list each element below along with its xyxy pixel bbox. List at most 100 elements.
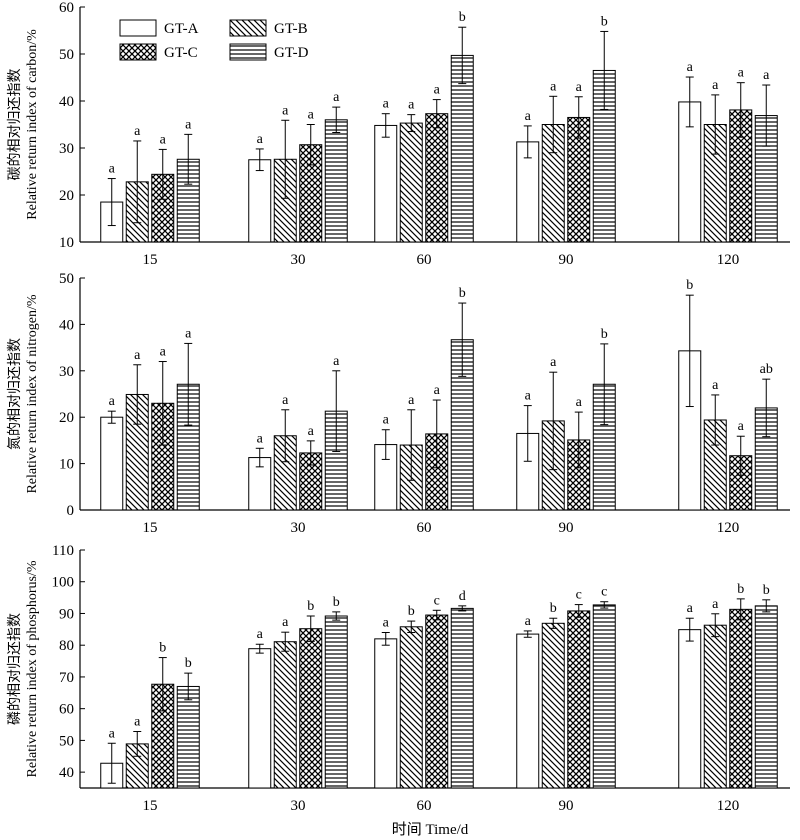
significance-label: a xyxy=(383,616,390,631)
bar-gt-a-120 xyxy=(678,629,702,789)
bar-gt-b-120 xyxy=(703,624,727,789)
y-tick-label: 70 xyxy=(59,670,74,686)
bar-gt-c-120 xyxy=(729,608,753,789)
bar-gt-a-60 xyxy=(374,124,398,243)
significance-label: b xyxy=(459,10,466,25)
significance-label: a xyxy=(282,103,289,118)
bar-gt-d-30 xyxy=(324,615,348,789)
significance-label: a xyxy=(576,395,583,410)
significance-label: a xyxy=(383,413,390,428)
significance-label: a xyxy=(576,80,583,95)
x-axis-label: 时间 Time/d xyxy=(392,821,469,838)
bar-gt-d-90 xyxy=(592,604,616,789)
y-tick-label: 50 xyxy=(59,47,74,63)
significance-label: b xyxy=(601,327,608,342)
significance-label: a xyxy=(712,597,719,612)
significance-label: a xyxy=(687,601,694,616)
bar-gt-a-60 xyxy=(374,638,398,789)
x-tick-label: 90 xyxy=(559,252,574,268)
bar-gt-d-60 xyxy=(450,607,474,789)
bar-gt-b-30 xyxy=(273,641,297,789)
significance-label: a xyxy=(257,431,264,446)
y-axis-label: 磷的相对归还指数 Relative return index of phospho… xyxy=(6,560,40,777)
significance-label: a xyxy=(383,97,390,112)
y-tick-label: 110 xyxy=(52,543,74,559)
legend: GT-A GT-B GT-C GT-D xyxy=(119,19,309,61)
significance-label: a xyxy=(282,393,289,408)
significance-label: a xyxy=(550,79,557,94)
bar-gt-c-60 xyxy=(425,113,449,243)
panel-3: 40 50 60 70 80 90 100 110 15 30 60 90 120 磷的相对归还指数 Rel… xyxy=(6,543,790,838)
y-axis-label-cn: 碳的相对归还指数 xyxy=(6,69,23,181)
x-tick-label: 60 xyxy=(417,252,432,268)
significance-label: a xyxy=(308,108,315,123)
significance-label: a xyxy=(109,162,116,177)
significance-label: c xyxy=(576,588,582,603)
bar-gt-d-30 xyxy=(324,119,348,243)
y-tick-label: 40 xyxy=(59,317,74,333)
panel-2: 0 10 20 30 40 50 15 30 60 90 120 氮的相对归还指数 Relative r… xyxy=(6,271,790,536)
bar-gt-d-15 xyxy=(176,685,200,789)
y-tick-label: 30 xyxy=(59,364,74,380)
significance-label: a xyxy=(134,348,141,363)
y-tick-label: 30 xyxy=(59,141,74,157)
significance-label: a xyxy=(257,132,264,147)
significance-label: a xyxy=(109,394,116,409)
y-axis-label-en: Relative return index of nitrogen/% xyxy=(25,294,40,493)
x-tick-label: 15 xyxy=(143,252,158,268)
legend-swatch-gt-c xyxy=(119,43,157,61)
y-tick-label: 80 xyxy=(59,638,74,654)
significance-label: a xyxy=(525,109,532,124)
significance-label: a xyxy=(282,615,289,630)
x-tick-label: 30 xyxy=(291,252,306,268)
significance-label: a xyxy=(434,83,441,98)
significance-label: a xyxy=(738,419,745,434)
significance-label: a xyxy=(109,726,116,741)
significance-label: a xyxy=(763,68,770,83)
significance-label: a xyxy=(408,393,415,408)
y-axis-label: 碳的相对归还指数 Relative return index of carbon/… xyxy=(6,29,40,220)
y-tick-label: 50 xyxy=(59,271,74,287)
bar-gt-a-15 xyxy=(100,416,124,511)
significance-label: b xyxy=(408,604,415,619)
x-tick-label: 120 xyxy=(717,252,740,268)
x-tick-label: 30 xyxy=(291,520,306,536)
y-tick-label: 20 xyxy=(59,188,74,204)
significance-label: a xyxy=(134,715,141,730)
significance-label: d xyxy=(459,589,466,604)
bar-gt-b-60 xyxy=(399,626,423,789)
y-axis-label-en: Relative return index of carbon/% xyxy=(25,29,40,220)
significance-label: a xyxy=(525,389,532,404)
significance-label: ab xyxy=(760,362,773,377)
y-tick-label: 60 xyxy=(59,0,74,16)
bar-gt-b-90 xyxy=(541,622,565,789)
y-tick-label: 10 xyxy=(59,457,74,473)
legend-label-gt-a: GT-A xyxy=(164,21,199,37)
legend-swatch-gt-b xyxy=(229,19,267,37)
x-tick-label: 60 xyxy=(417,520,432,536)
legend-swatch-gt-d xyxy=(229,43,267,61)
bar-gt-c-60 xyxy=(425,614,449,789)
y-tick-label: 10 xyxy=(59,235,74,251)
y-tick-label: 100 xyxy=(52,575,75,591)
x-tick-label: 120 xyxy=(717,520,740,536)
y-axis-label-cn: 磷的相对归还指数 xyxy=(6,613,23,725)
significance-label: a xyxy=(434,383,441,398)
y-tick-label: 60 xyxy=(59,702,74,718)
significance-label: a xyxy=(160,345,167,360)
legend-swatch-gt-a xyxy=(119,19,157,37)
y-tick-label: 40 xyxy=(59,765,74,781)
y-tick-label: 0 xyxy=(67,503,75,519)
y-tick-label: 20 xyxy=(59,410,74,426)
legend-label-gt-c: GT-C xyxy=(164,45,198,61)
significance-label: a xyxy=(408,98,415,113)
significance-label: b xyxy=(601,14,608,29)
significance-label: b xyxy=(185,656,192,671)
bar-gt-b-60 xyxy=(399,122,423,243)
y-axis-label-cn: 氮的相对归还指数 xyxy=(6,338,23,450)
significance-label: a xyxy=(308,424,315,439)
significance-label: a xyxy=(160,132,167,147)
significance-label: b xyxy=(159,641,166,656)
